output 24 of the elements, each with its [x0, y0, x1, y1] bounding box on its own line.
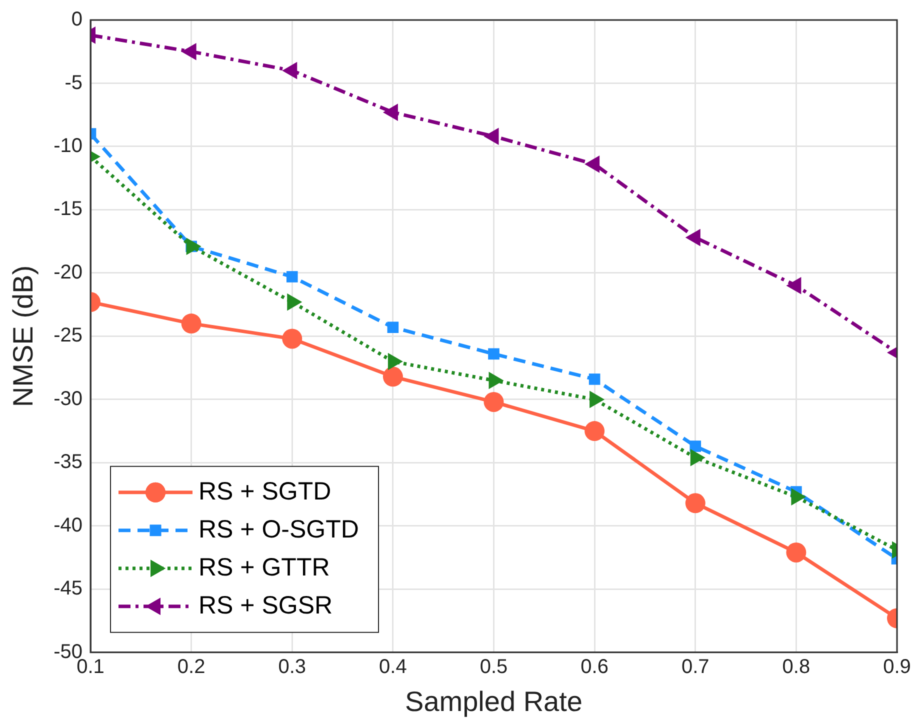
- x-tick-label: 0.2: [177, 656, 206, 678]
- y-tick-label: -45: [54, 578, 83, 600]
- y-tick-label: -35: [54, 451, 83, 474]
- y-tick-label: -20: [54, 261, 83, 284]
- x-tick-label: 0.3: [278, 656, 306, 678]
- y-axis-title: NMSE (dB): [8, 265, 39, 407]
- y-tick-label: -30: [54, 388, 83, 410]
- x-tick-label: 0.8: [782, 656, 810, 678]
- y-tick-label: -15: [54, 198, 83, 220]
- y-tick-label: -5: [64, 72, 83, 94]
- y-tick-label: -25: [54, 324, 83, 347]
- x-tick-label: 0.4: [379, 656, 407, 678]
- legend-label: RS + O-SGTD: [198, 515, 359, 544]
- x-axis-title: Sampled Rate: [405, 686, 582, 717]
- x-tick-label: 0.5: [480, 656, 508, 678]
- x-tick-label: 0.6: [580, 656, 608, 678]
- x-tick-label: 0.9: [883, 656, 911, 678]
- x-tick-label: 0.7: [681, 656, 710, 678]
- y-tick-label: 0: [71, 8, 83, 31]
- legend-label: RS + SGSR: [198, 591, 333, 620]
- legend-label: RS + SGTD: [198, 477, 332, 506]
- y-tick-label: -10: [54, 134, 83, 157]
- y-tick-label: -40: [54, 514, 83, 536]
- legend-label: RS + GTTR: [198, 553, 330, 582]
